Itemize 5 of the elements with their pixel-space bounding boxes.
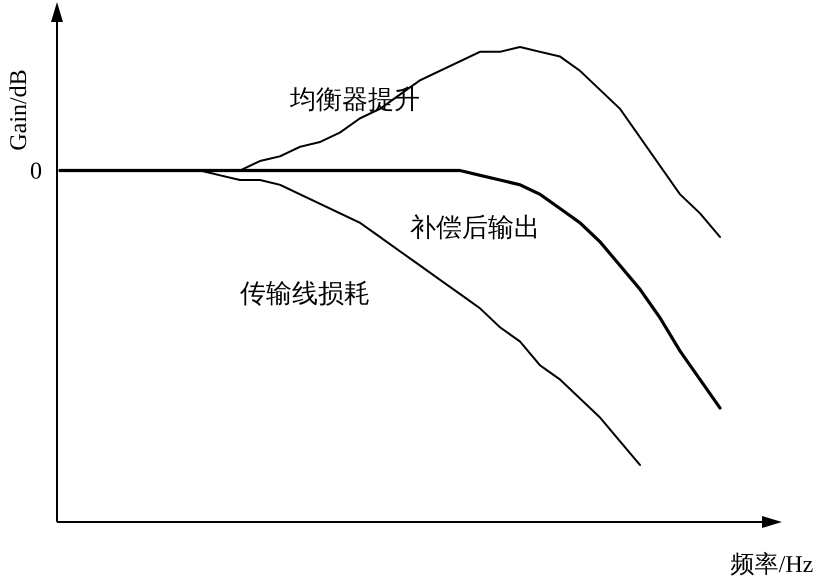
x-axis-title: 频率/Hz: [730, 551, 814, 578]
series-label: 传输线损耗: [240, 279, 370, 308]
text: 0: [30, 158, 42, 184]
series-label: 补偿后输出: [410, 213, 540, 242]
y-axis-title: Gain/dB: [6, 69, 32, 151]
